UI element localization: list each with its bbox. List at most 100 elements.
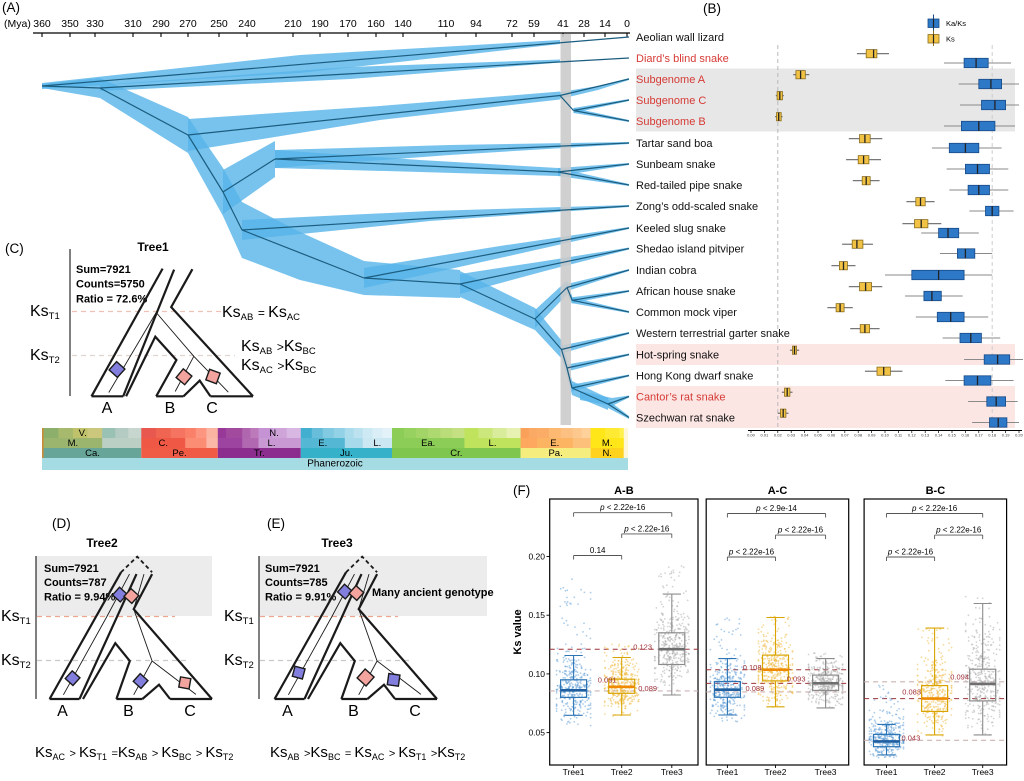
svg-text:14: 14 — [599, 18, 611, 30]
svg-text:0.093: 0.093 — [787, 675, 806, 684]
svg-text:0.19: 0.19 — [1002, 433, 1011, 438]
svg-text:Red-tailed pipe snake: Red-tailed pipe snake — [636, 180, 742, 192]
svg-text:C: C — [184, 703, 196, 720]
svg-text:28: 28 — [578, 18, 590, 30]
svg-text:0.07: 0.07 — [841, 433, 850, 438]
svg-text:0.10: 0.10 — [528, 669, 545, 679]
svg-text:0.094: 0.094 — [950, 673, 969, 682]
svg-text:(F): (F) — [513, 483, 530, 498]
svg-text:0.17: 0.17 — [975, 433, 984, 438]
svg-text:Pa.: Pa. — [548, 448, 562, 459]
svg-text:350: 350 — [61, 18, 79, 30]
svg-text:0.083: 0.083 — [902, 688, 921, 697]
svg-text:Ks value: Ks value — [512, 609, 524, 654]
svg-text:270: 270 — [179, 18, 197, 30]
svg-text:C: C — [206, 400, 218, 417]
svg-text:0.13: 0.13 — [921, 433, 930, 438]
svg-text:Tr.: Tr. — [254, 448, 265, 459]
svg-text:KsT2: KsT2 — [30, 347, 60, 366]
svg-text:Szechwan rat snake: Szechwan rat snake — [636, 412, 735, 424]
svg-text:Tree3: Tree3 — [815, 767, 837, 777]
svg-text:Ratio = 72.6%: Ratio = 72.6% — [76, 294, 147, 306]
svg-text:Tartar sand boa: Tartar sand boa — [636, 138, 713, 150]
svg-text:A-B: A-B — [614, 485, 634, 497]
svg-text:B: B — [348, 703, 359, 720]
svg-text:Ratio = 9.94%: Ratio = 9.94% — [44, 592, 115, 604]
svg-text:72: 72 — [506, 18, 518, 30]
svg-text:240: 240 — [238, 18, 256, 30]
svg-text:L.: L. — [373, 438, 381, 449]
svg-text:(E): (E) — [267, 516, 285, 531]
svg-text:B: B — [123, 703, 134, 720]
svg-text:A: A — [282, 703, 293, 720]
svg-text:p < 2.22e-16: p < 2.22e-16 — [887, 548, 934, 557]
svg-text:0.09: 0.09 — [868, 433, 877, 438]
svg-text:0.02: 0.02 — [774, 433, 783, 438]
svg-text:290: 290 — [152, 18, 170, 30]
svg-text:Ea.: Ea. — [421, 438, 435, 449]
svg-text:p < 2.22e-16: p < 2.22e-16 — [777, 526, 824, 535]
svg-text:B: B — [165, 400, 176, 417]
svg-text:Tree3: Tree3 — [661, 767, 683, 777]
svg-text:0.089: 0.089 — [638, 684, 657, 693]
svg-text:E.: E. — [550, 438, 559, 449]
svg-text:0.123: 0.123 — [633, 642, 652, 651]
svg-text:A-C: A-C — [768, 485, 788, 497]
svg-text:0.05: 0.05 — [528, 728, 545, 738]
svg-text:Hot-spring snake: Hot-spring snake — [636, 349, 719, 361]
svg-text:N.: N. — [269, 428, 279, 439]
svg-text:Subgenome C: Subgenome C — [636, 95, 706, 107]
svg-text:0.00: 0.00 — [747, 433, 756, 438]
svg-text:Ratio = 9.91%: Ratio = 9.91% — [265, 592, 336, 604]
svg-text:0.18: 0.18 — [988, 433, 997, 438]
svg-text:Sum=7921: Sum=7921 — [44, 563, 99, 575]
svg-text:L.: L. — [268, 438, 276, 449]
svg-text:Ks: Ks — [946, 35, 955, 44]
svg-text:Tree3: Tree3 — [972, 767, 994, 777]
svg-text:Cantor’s rat snake: Cantor’s rat snake — [636, 391, 725, 403]
svg-text:0.089: 0.089 — [746, 684, 765, 693]
svg-text:330: 330 — [86, 18, 104, 30]
svg-text:94: 94 — [470, 18, 482, 30]
svg-text:V.: V. — [79, 428, 87, 439]
svg-text:Pe.: Pe. — [172, 448, 186, 459]
svg-text:110: 110 — [438, 18, 455, 30]
svg-text:0.15: 0.15 — [528, 610, 545, 620]
svg-text:Western terrestrial garter sna: Western terrestrial garter snake — [636, 328, 790, 340]
svg-text:41: 41 — [557, 18, 569, 30]
svg-text:Many ancient genotype: Many ancient genotype — [372, 587, 494, 599]
svg-text:(C): (C) — [5, 241, 24, 256]
svg-text:KsAC > KsT1 =KsAB > KsBC > K: KsAC > KsT1 =KsAB > KsBC > KsT2 — [35, 744, 233, 762]
svg-text:KsT1: KsT1 — [224, 608, 254, 627]
svg-text:Phanerozoic: Phanerozoic — [307, 459, 363, 470]
svg-text:p < 2.22e-16: p < 2.22e-16 — [911, 504, 958, 513]
svg-text:Tree2: Tree2 — [924, 767, 946, 777]
svg-text:A: A — [102, 400, 113, 417]
svg-text:Aeolian wall lizard: Aeolian wall lizard — [636, 32, 724, 44]
svg-text:African house snake: African house snake — [636, 286, 736, 298]
svg-text:0.108: 0.108 — [743, 663, 762, 672]
svg-text:0.11: 0.11 — [895, 433, 903, 438]
svg-text:Diard’s blind snake: Diard’s blind snake — [636, 53, 729, 65]
svg-text:210: 210 — [284, 18, 302, 30]
svg-text:Common mock viper: Common mock viper — [636, 307, 737, 319]
svg-text:p < 2.22e-16: p < 2.22e-16 — [623, 524, 670, 533]
svg-text:Counts=785: Counts=785 — [265, 577, 328, 589]
svg-text:Counts=5750: Counts=5750 — [76, 279, 145, 291]
svg-text:360: 360 — [33, 18, 51, 30]
svg-text:KsT2: KsT2 — [224, 652, 254, 671]
svg-text:KsAB >KsBC = KsAC > KsT1 >Ks: KsAB >KsBC = KsAC > KsT1 >KsT2 — [270, 744, 465, 762]
svg-text:N.: N. — [602, 448, 612, 459]
svg-text:0.03: 0.03 — [787, 433, 796, 438]
svg-text:0.14: 0.14 — [590, 546, 606, 555]
svg-text:0.16: 0.16 — [962, 433, 971, 438]
svg-text:Subgenome B: Subgenome B — [636, 116, 706, 128]
svg-text:0.01: 0.01 — [761, 433, 770, 438]
svg-text:Counts=787: Counts=787 — [44, 577, 107, 589]
svg-text:190: 190 — [311, 18, 329, 30]
svg-text:Ca.: Ca. — [85, 448, 100, 459]
svg-text:KsAC >KsBC: KsAC >KsBC — [241, 357, 316, 376]
svg-text:M.: M. — [68, 438, 79, 449]
svg-text:Sunbeam snake: Sunbeam snake — [636, 159, 716, 171]
svg-text:170: 170 — [339, 18, 357, 30]
